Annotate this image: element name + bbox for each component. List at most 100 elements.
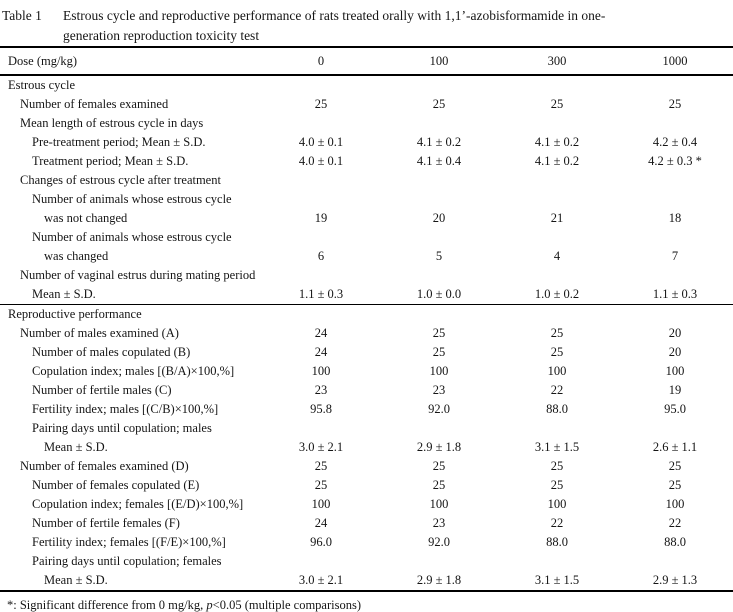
table-row: Fertility index; females [(F/E)×100,%] 96… bbox=[0, 533, 733, 552]
row-value bbox=[262, 552, 380, 571]
row-value bbox=[616, 75, 733, 95]
row-value: 23 bbox=[432, 383, 446, 397]
row-value bbox=[262, 190, 380, 209]
row-value bbox=[380, 419, 498, 438]
table-row: Reproductive performance bbox=[0, 305, 733, 325]
table-row: Number of males copulated (B) 24 25 25 20 bbox=[0, 343, 733, 362]
row-value: 95.8 bbox=[310, 402, 332, 416]
row-value: 88.0 bbox=[546, 535, 568, 549]
row-value: 20 bbox=[668, 345, 682, 359]
row-value bbox=[616, 305, 733, 325]
row-value: 5 bbox=[435, 249, 443, 263]
table-row: Pairing days until copulation; males bbox=[0, 419, 733, 438]
row-value bbox=[380, 228, 498, 247]
row-label: Number of animals whose estrous cycle bbox=[32, 192, 232, 206]
row-label: was changed bbox=[44, 249, 109, 263]
row-label: Reproductive performance bbox=[8, 307, 142, 321]
footnote-p-symbol: p bbox=[206, 598, 213, 612]
row-value: 19 bbox=[668, 383, 682, 397]
dose-header-row: Dose (mg/kg) 0 100 300 1000 bbox=[0, 47, 733, 75]
row-value: 25 bbox=[432, 97, 446, 111]
row-value: 25 bbox=[432, 478, 446, 492]
row-value: 88.0 bbox=[546, 402, 568, 416]
section-reproductive-performance: Reproductive performance Number of males … bbox=[0, 304, 733, 592]
table-row: Copulation index; males [(B/A)×100,%] 100… bbox=[0, 362, 733, 381]
row-value: 95.0 bbox=[664, 402, 686, 416]
row-value: 100 bbox=[547, 497, 567, 511]
section-estrous-cycle: Estrous cycle Number of females examined 2… bbox=[0, 75, 733, 305]
data-table: Dose (mg/kg) 0 100 300 1000 Estrous cycl… bbox=[0, 46, 733, 592]
row-label: Number of fertile males (C) bbox=[32, 383, 172, 397]
table-row: Number of females examined (D) 25 25 25 25 bbox=[0, 457, 733, 476]
row-value: 4.1 ± 0.4 bbox=[416, 154, 462, 168]
row-label: Number of fertile females (F) bbox=[32, 516, 180, 530]
row-label: Copulation index; females [(E/D)×100,%] bbox=[32, 497, 244, 511]
row-value bbox=[498, 114, 616, 133]
row-label: was not changed bbox=[44, 211, 128, 225]
row-value: 96.0 bbox=[310, 535, 332, 549]
row-value: 19 bbox=[314, 211, 328, 225]
row-value: 100 bbox=[429, 364, 449, 378]
row-value: 25 bbox=[550, 97, 564, 111]
dose-value: 1000 bbox=[662, 53, 688, 68]
row-value: 4.0 ± 0.1 bbox=[298, 154, 344, 168]
row-value: 25 bbox=[314, 97, 328, 111]
row-value: 1.0 ± 0.0 bbox=[416, 287, 462, 301]
row-value: 2.9 ± 1.8 bbox=[416, 440, 462, 454]
row-value bbox=[380, 552, 498, 571]
table-number: Table 1 bbox=[2, 8, 42, 23]
row-value bbox=[498, 305, 616, 325]
row-label: Copulation index; males [(B/A)×100,%] bbox=[32, 364, 235, 378]
row-value: 3.0 ± 2.1 bbox=[298, 440, 344, 454]
row-value bbox=[380, 75, 498, 95]
row-value bbox=[262, 171, 380, 190]
row-label: Estrous cycle bbox=[8, 78, 75, 92]
dose-value: 100 bbox=[429, 53, 449, 68]
row-value bbox=[262, 305, 380, 325]
row-value: 25 bbox=[432, 345, 446, 359]
table-title-line-2: generation reproduction toxicity test bbox=[63, 28, 260, 43]
table-row: Mean ± S.D. 3.0 ± 2.1 2.9 ± 1.8 3.1 ± 1.5 2.… bbox=[0, 438, 733, 457]
row-label: Changes of estrous cycle after treatment bbox=[20, 173, 221, 187]
row-value bbox=[262, 419, 380, 438]
row-value bbox=[262, 228, 380, 247]
row-label: Mean ± S.D. bbox=[44, 440, 108, 454]
row-value: 4.0 ± 0.1 bbox=[298, 135, 344, 149]
row-value: 4 bbox=[553, 249, 561, 263]
row-value bbox=[498, 228, 616, 247]
row-value: 3.1 ± 1.5 bbox=[534, 440, 580, 454]
table-row: was not changed 19 20 21 18 bbox=[0, 209, 733, 228]
row-label: Mean ± S.D. bbox=[32, 287, 96, 301]
row-value: 100 bbox=[311, 497, 331, 511]
row-value bbox=[616, 228, 733, 247]
row-value bbox=[262, 75, 380, 95]
row-value: 92.0 bbox=[428, 402, 450, 416]
table-row: Mean length of estrous cycle in days bbox=[0, 114, 733, 133]
table-row: Number of animals whose estrous cycle bbox=[0, 190, 733, 209]
row-label: Pairing days until copulation; females bbox=[32, 554, 222, 568]
row-value: 24 bbox=[314, 326, 328, 340]
row-label: Number of females copulated (E) bbox=[32, 478, 200, 492]
row-value: 23 bbox=[432, 516, 446, 530]
table-row: Number of fertile males (C) 23 23 22 19 bbox=[0, 381, 733, 400]
row-value: 24 bbox=[314, 345, 328, 359]
row-value bbox=[616, 114, 733, 133]
row-label: Fertility index; males [(C/B)×100,%] bbox=[32, 402, 219, 416]
row-value: 20 bbox=[668, 326, 682, 340]
row-value: 4.2 ± 0.3 * bbox=[648, 154, 702, 168]
table-title: Estrous cycle and reproductive performan… bbox=[63, 6, 725, 46]
table-title-line-1: Estrous cycle and reproductive performan… bbox=[63, 8, 606, 23]
row-value: 2.9 ± 1.3 bbox=[652, 573, 698, 587]
row-value bbox=[498, 266, 616, 285]
row-label: Number of animals whose estrous cycle bbox=[32, 230, 232, 244]
row-value: 2.9 ± 1.8 bbox=[416, 573, 462, 587]
row-value: 20 bbox=[432, 211, 446, 225]
table-row: Number of animals whose estrous cycle bbox=[0, 228, 733, 247]
row-value bbox=[616, 552, 733, 571]
row-value bbox=[380, 305, 498, 325]
row-value: 100 bbox=[311, 364, 331, 378]
row-value bbox=[498, 552, 616, 571]
row-value bbox=[616, 419, 733, 438]
row-value: 4.2 ± 0.4 bbox=[652, 135, 698, 149]
row-label: Number of females examined bbox=[20, 97, 169, 111]
